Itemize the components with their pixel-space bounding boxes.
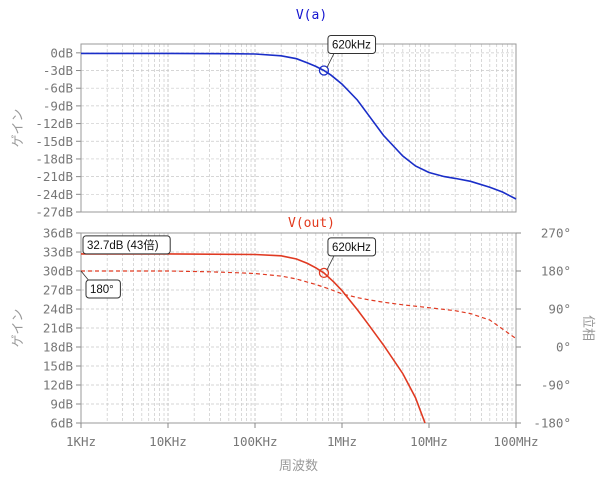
annotation-text: 620kHz (332, 40, 371, 52)
y-tick-label: -12dB (35, 116, 73, 131)
y-axis-label: ゲイン (10, 109, 25, 148)
annotation-leader (326, 53, 335, 68)
x-tick-label: 100MHz (493, 434, 538, 449)
y-tick-label: 36dB (43, 226, 73, 241)
annotation-box (327, 237, 377, 257)
plot-frame (80, 43, 517, 213)
annotation-text: 32.7dB (43倍) (87, 238, 159, 252)
y-tick-label: 33dB (43, 245, 73, 260)
annotation-text: 620kHz (332, 242, 371, 254)
y2-tick-label: 180° (541, 264, 571, 279)
y-tick-label: -15dB (35, 134, 73, 149)
x-tick-label: 10MHz (410, 434, 448, 449)
y2-tick-label: 0° (556, 340, 571, 355)
y-tick-label: -27dB (35, 205, 73, 220)
y2-tick-label: 90° (548, 302, 571, 317)
y-tick-label: -21dB (35, 169, 73, 184)
annotation-text: 180° (90, 284, 114, 296)
y-tick-label: -6dB (43, 81, 73, 96)
chart-title: V(out) (288, 216, 335, 231)
annotation-box (85, 279, 121, 299)
y-tick-label: -3dB (43, 63, 73, 78)
y-tick-label: 21dB (43, 321, 73, 336)
x-tick-label: 10KHz (149, 434, 187, 449)
marker-circle (318, 267, 330, 279)
y-tick-label: 12dB (43, 378, 73, 393)
y-tick-label: -9dB (43, 98, 73, 113)
annotation-box (327, 35, 377, 55)
chart-panel-2: 36dB 33dB 30dB 27dB 24dB 21dB 18dB 15dB 12dB 9dB 6… (10, 216, 596, 473)
y2-tick-label: -90° (541, 378, 571, 393)
chart-title: V(a) (296, 8, 327, 23)
y2-tick-label: 270° (541, 226, 571, 241)
y-tick-label: 6dB (50, 416, 73, 431)
y-tick-label: -18dB (35, 151, 73, 166)
x-tick-label: 100KHz (232, 434, 277, 449)
marker-circle (318, 65, 330, 76)
y-tick-label: 9dB (50, 397, 73, 412)
plot-frame (80, 232, 517, 424)
annotation-box (82, 235, 171, 255)
y-tick-label: 30dB (43, 264, 73, 279)
series-gain-line-1 (81, 253, 426, 424)
series-gain-line-1 (81, 52, 517, 200)
x-tick-label: 1MHz (327, 434, 357, 449)
y-tick-label: 15dB (43, 359, 73, 374)
y-tick-label: 18dB (43, 340, 73, 355)
y-tick-label: 0dB (50, 45, 73, 60)
y-tick-label: 27dB (43, 283, 73, 298)
series-phase-line (81, 270, 517, 340)
annotation-leader (326, 255, 335, 271)
y-tick-label: -24dB (35, 187, 73, 202)
y-axis-label: ゲイン (10, 309, 25, 348)
x-axis-label: 周波数 (279, 458, 318, 473)
y2-axis-label: 位相 (581, 315, 596, 341)
chart-panel-1: 0dB -3dB -6dB -9dB -12dB -15dB -18dB -21dB -24dB… (10, 8, 517, 220)
y2-tick-label: -180° (533, 416, 571, 431)
x-tick-label: 1KHz (66, 434, 96, 449)
y-tick-label: 24dB (43, 302, 73, 317)
